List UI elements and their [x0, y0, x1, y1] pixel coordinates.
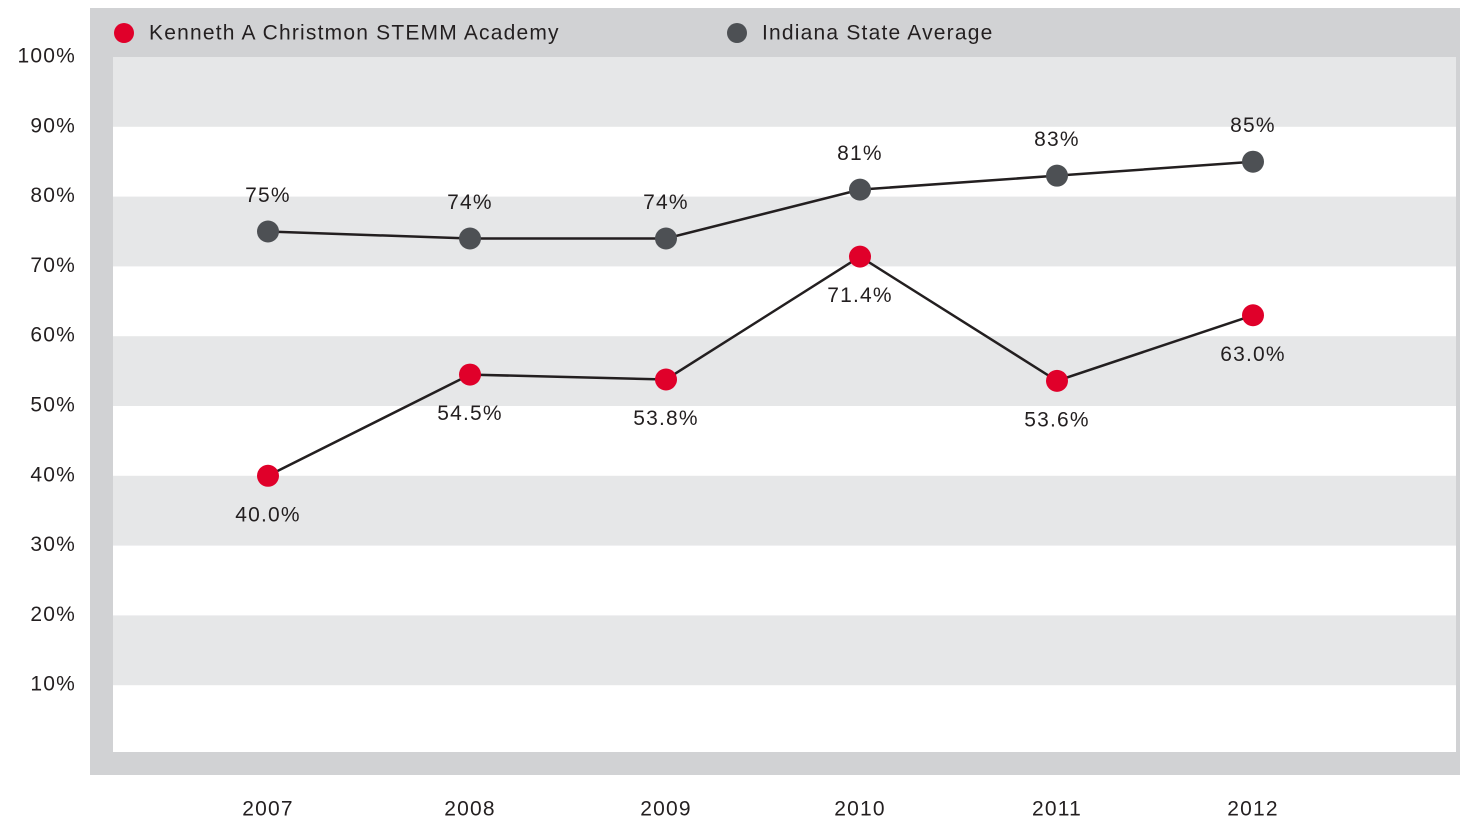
legend-marker — [727, 23, 747, 43]
y-tick-label: 60% — [30, 324, 76, 347]
data-point — [1046, 369, 1068, 392]
data-label: 40.0% — [235, 503, 301, 526]
data-label: 83% — [1034, 128, 1080, 151]
x-tick-label: 2012 — [1227, 798, 1279, 821]
x-tick-label: 2007 — [242, 798, 294, 821]
x-tick-label: 2009 — [640, 798, 692, 821]
data-point — [459, 363, 481, 386]
data-label: 74% — [643, 191, 689, 214]
grid-band — [113, 615, 1456, 686]
grid-band — [113, 196, 1456, 267]
data-point — [655, 368, 677, 391]
legend-label: Indiana State Average — [762, 22, 993, 45]
data-point — [849, 245, 871, 268]
data-point — [849, 178, 871, 201]
y-tick-label: 20% — [30, 603, 76, 626]
y-tick-label: 90% — [30, 114, 76, 137]
legend-label: Kenneth A Christmon STEMM Academy — [149, 22, 560, 45]
data-label: 54.5% — [437, 402, 503, 425]
series-line — [267, 160, 1254, 240]
data-label: 74% — [447, 191, 493, 214]
data-label: 75% — [245, 184, 291, 207]
x-tick-label: 2010 — [834, 798, 886, 821]
data-label: 71.4% — [827, 284, 893, 307]
y-tick-label: 50% — [30, 394, 76, 417]
data-label: 81% — [837, 142, 883, 165]
data-label: 63.0% — [1220, 343, 1286, 366]
y-tick-label: 80% — [30, 184, 76, 207]
y-tick-label: 30% — [30, 533, 76, 556]
y-tick-label: 70% — [30, 254, 76, 277]
data-point — [257, 464, 279, 487]
data-point — [459, 227, 481, 250]
data-point — [655, 227, 677, 250]
y-tick-label: 40% — [30, 463, 76, 486]
x-tick-label: 2011 — [1032, 798, 1082, 821]
data-point — [257, 220, 279, 243]
y-tick-label: 10% — [30, 673, 76, 696]
data-label: 53.6% — [1024, 408, 1090, 431]
grid-band — [113, 57, 1456, 127]
x-tick-label: 2008 — [444, 798, 496, 821]
grid-band — [113, 336, 1456, 406]
data-label: 85% — [1230, 114, 1276, 137]
y-tick-label: 100% — [17, 45, 76, 68]
data-point — [1242, 304, 1264, 327]
series-line — [267, 255, 1254, 477]
data-point — [1046, 164, 1068, 187]
data-point — [1242, 150, 1264, 173]
legend-marker — [114, 23, 134, 43]
data-label: 53.8% — [633, 407, 699, 430]
grid-band — [113, 475, 1456, 546]
